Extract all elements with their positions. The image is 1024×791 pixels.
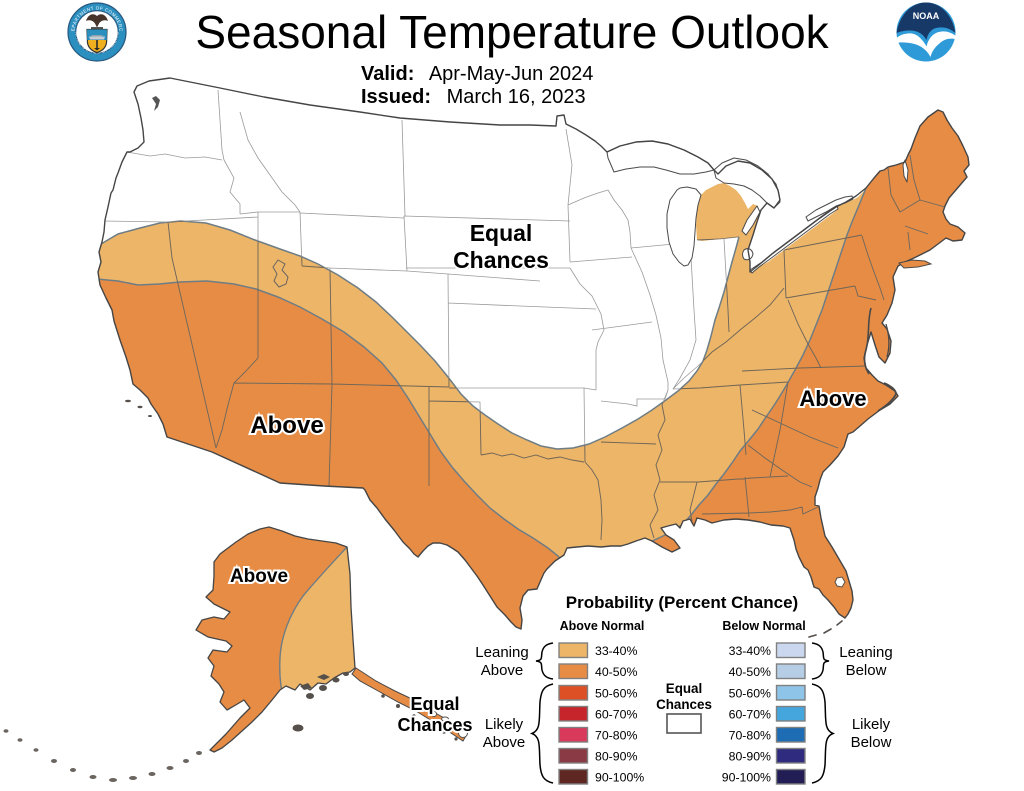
svg-text:60-70%: 60-70% [595,708,637,722]
svg-text:NOAA: NOAA [913,11,940,21]
svg-text:40-50%: 40-50% [729,665,771,679]
svg-text:Likely: Likely [852,716,891,733]
svg-text:Issued: March 16, 2023: Issued: March 16, 2023 [361,86,586,108]
svg-text:Leaning: Leaning [839,644,892,661]
svg-text:Below Normal: Below Normal [722,619,805,633]
svg-text:90-100%: 90-100% [722,771,771,785]
svg-text:Probability (Percent Chance): Probability (Percent Chance) [566,593,798,612]
svg-text:Above: Above [483,734,526,751]
svg-text:Equal: Equal [666,681,702,696]
svg-text:80-90%: 80-90% [729,750,771,764]
svg-text:50-60%: 50-60% [595,687,637,701]
svg-text:Above: Above [481,662,524,679]
svg-text:Below: Below [851,734,892,751]
svg-text:Leaning: Leaning [475,644,528,661]
svg-text:70-80%: 70-80% [729,729,771,743]
svg-text:Above Normal: Above Normal [560,619,645,633]
svg-text:90-100%: 90-100% [595,771,644,785]
svg-text:Above: Above [799,386,866,411]
svg-text:Equal: Equal [410,694,459,714]
svg-text:33-40%: 33-40% [595,644,637,658]
svg-text:Likely: Likely [485,716,524,733]
svg-text:Above: Above [250,412,323,439]
svg-text:70-80%: 70-80% [595,729,637,743]
svg-text:Below: Below [846,662,887,679]
svg-text:33-40%: 33-40% [729,644,771,658]
svg-text:Equal: Equal [470,220,533,246]
svg-text:Chances: Chances [656,697,712,712]
svg-text:Above: Above [230,566,288,587]
svg-text:Chances: Chances [453,247,549,273]
svg-text:Seasonal Temperature Outlook: Seasonal Temperature Outlook [195,6,829,58]
svg-text:Valid: Apr-May-Jun 2024: Valid: Apr-May-Jun 2024 [361,63,593,85]
svg-text:Chances: Chances [397,715,472,735]
svg-text:80-90%: 80-90% [595,750,637,764]
svg-text:50-60%: 50-60% [729,687,771,701]
svg-text:40-50%: 40-50% [595,665,637,679]
svg-text:60-70%: 60-70% [729,708,771,722]
